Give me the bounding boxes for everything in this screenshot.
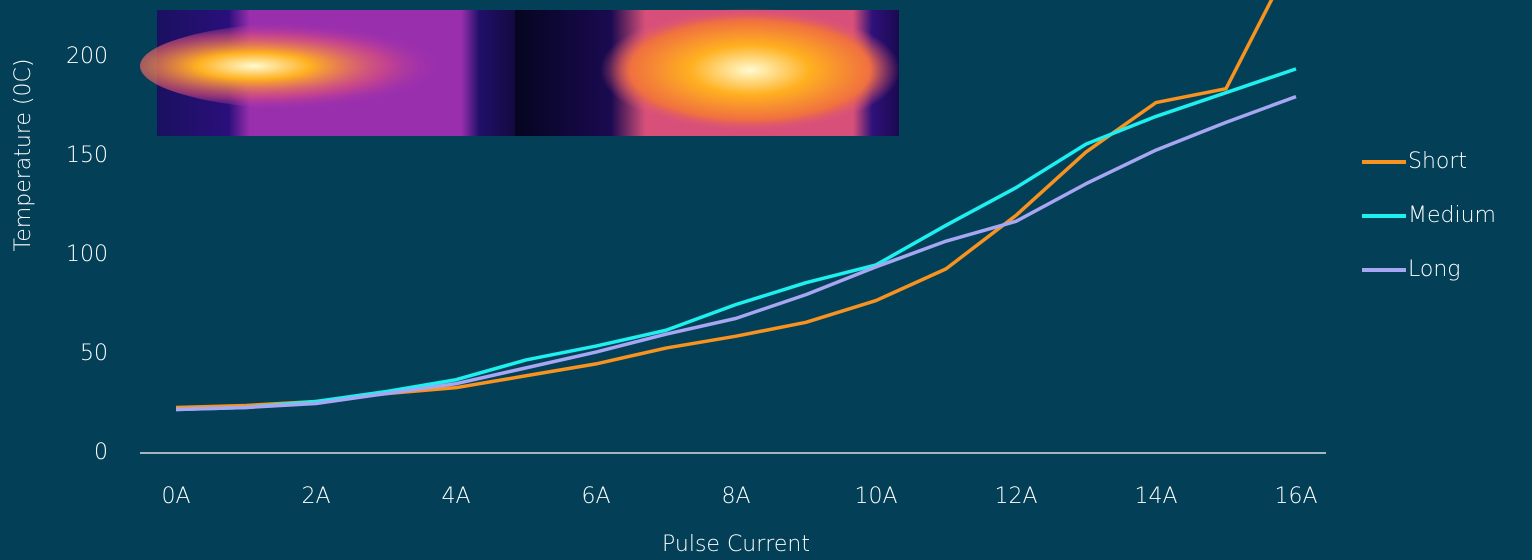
thermal-images xyxy=(140,8,900,136)
x-tick-label: 0A xyxy=(161,484,190,509)
x-tick-label: 12A xyxy=(994,484,1037,509)
y-tick-label: 150 xyxy=(66,143,108,168)
plot-area xyxy=(175,0,1297,412)
legend-label: Medium xyxy=(1408,203,1496,228)
series-line xyxy=(175,94,1297,412)
x-tick-label: 6A xyxy=(581,484,610,509)
series-line xyxy=(175,67,1297,412)
x-tick-label: 16A xyxy=(1274,484,1317,509)
x-tick-label: 10A xyxy=(854,484,897,509)
y-tick-label: 100 xyxy=(66,242,108,267)
x-tick-label: 2A xyxy=(301,484,330,509)
x-tick-label: 4A xyxy=(441,484,470,509)
legend-label: Long xyxy=(1408,257,1460,282)
hot-spot xyxy=(600,8,900,132)
y-axis-label: Temperature (0C) xyxy=(11,59,36,252)
y-tick-label: 0 xyxy=(94,440,108,465)
legend-label: Short xyxy=(1408,149,1467,174)
y-tick-label: 50 xyxy=(80,341,108,366)
y-tick-label: 200 xyxy=(66,44,108,69)
hot-spot xyxy=(140,21,520,111)
x-axis-label: Pulse Current xyxy=(662,532,810,557)
x-tick-label: 8A xyxy=(721,484,750,509)
x-tick-label: 14A xyxy=(1134,484,1177,509)
